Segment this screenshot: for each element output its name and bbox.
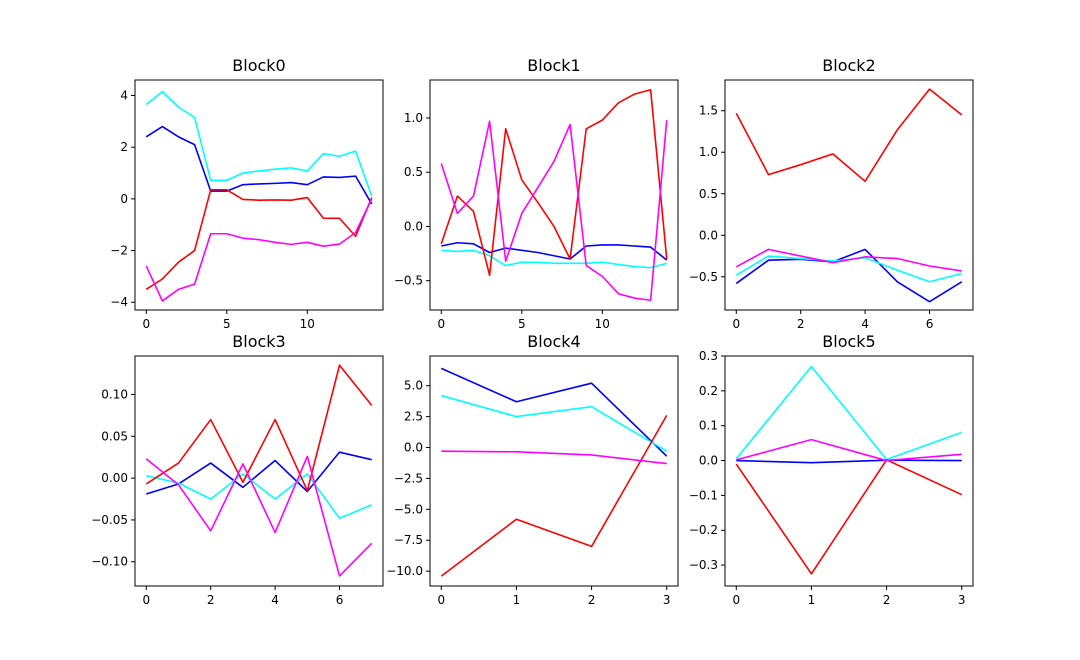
x-tick-label: 3 — [958, 593, 966, 607]
y-tick-label: 1.5 — [699, 104, 718, 118]
subplot-4: 0 1 2 3 −10.0 −7.5 −5.0 −2.5 0.0 2.5 5.0 Block4 — [386, 332, 679, 607]
x-tick-label: 0 — [732, 593, 740, 607]
y-tick-label: 0.5 — [404, 165, 423, 179]
y-tick-label: −0.2 — [689, 523, 718, 537]
y-tick-label: 0.10 — [101, 387, 128, 401]
series-line-3 — [145, 455, 373, 577]
x-tick-label: 4 — [861, 317, 869, 331]
series-line-0 — [736, 459, 962, 464]
series-line-2 — [440, 88, 668, 277]
subplot-title: Block1 — [527, 56, 580, 75]
subplot-2: 0 2 4 6 −0.5 0.0 0.5 1.0 1.5 Block2 — [689, 56, 974, 331]
axes-frame — [134, 79, 384, 311]
x-tick-label: 0 — [142, 317, 150, 331]
axes-frame — [724, 355, 974, 587]
axes-frame — [134, 355, 384, 587]
y-tick-label: −0.3 — [689, 558, 718, 572]
series-line-3 — [736, 438, 962, 462]
series-line-1 — [145, 90, 373, 197]
series-line-2 — [145, 364, 373, 492]
subplot-0: 0 5 10 −4 −2 0 2 4 Block0 — [110, 56, 384, 331]
subplot-title: Block2 — [822, 56, 875, 75]
x-tick-label: 10 — [300, 317, 315, 331]
y-tick-label: 0.0 — [404, 441, 423, 455]
y-tick-label: −2.5 — [394, 471, 423, 485]
series-line-0 — [440, 367, 668, 457]
subplot-3: 0 2 4 6 −0.10 −0.05 0.00 0.05 0.10 Block3 — [91, 332, 384, 607]
x-tick-label: 4 — [271, 593, 279, 607]
x-tick-label: 10 — [595, 317, 610, 331]
series-line-3 — [440, 120, 668, 302]
y-tick-label: −0.5 — [394, 274, 423, 288]
y-tick-label: 0.0 — [699, 228, 718, 242]
y-tick-label: 0.0 — [404, 219, 423, 233]
y-tick-label: 2.5 — [404, 410, 423, 424]
y-tick-label: −2 — [110, 244, 128, 258]
x-tick-label: 1 — [808, 593, 816, 607]
y-tick-label: 0.00 — [101, 471, 128, 485]
y-tick-label: −0.05 — [91, 513, 128, 527]
series-line-1 — [146, 473, 373, 520]
x-tick-label: 0 — [142, 593, 150, 607]
x-tick-label: 1 — [513, 593, 521, 607]
y-tick-label: 5.0 — [404, 379, 423, 393]
series-line-0 — [441, 241, 668, 261]
y-tick-label: −0.1 — [689, 488, 718, 502]
subplot-title: Block5 — [822, 332, 875, 351]
x-tick-label: 2 — [883, 593, 891, 607]
x-tick-label: 3 — [663, 593, 671, 607]
x-tick-label: 5 — [223, 317, 231, 331]
y-tick-label: 0.3 — [699, 349, 718, 363]
x-tick-label: 2 — [797, 317, 805, 331]
y-tick-label: 0.1 — [699, 419, 718, 433]
y-tick-label: 0.2 — [699, 384, 718, 398]
series-line-0 — [735, 248, 963, 303]
x-tick-label: 0 — [437, 593, 445, 607]
series-line-1 — [441, 394, 668, 452]
axes-frame — [724, 79, 974, 311]
y-tick-label: 0.0 — [699, 454, 718, 468]
y-tick-label: −10.0 — [386, 564, 423, 578]
x-tick-label: 0 — [732, 317, 740, 331]
y-tick-label: −0.5 — [689, 270, 718, 284]
series-line-3 — [441, 450, 667, 465]
x-tick-label: 2 — [207, 593, 215, 607]
y-tick-label: 0 — [120, 192, 128, 206]
y-tick-label: 1.0 — [404, 111, 423, 125]
y-tick-label: 0.05 — [101, 429, 128, 443]
subplot-1: 0 5 10 −0.5 0.0 0.5 1.0 Block1 — [394, 56, 679, 331]
subplot-title: Block0 — [232, 56, 285, 75]
y-tick-label: 0.5 — [699, 187, 718, 201]
y-tick-label: 1.0 — [699, 145, 718, 159]
axes-frame — [429, 79, 679, 311]
y-tick-label: −0.10 — [91, 555, 128, 569]
axes-frame — [429, 355, 679, 587]
series-line-1 — [735, 365, 963, 461]
y-tick-label: 2 — [120, 140, 128, 154]
subplot-title: Block3 — [232, 332, 285, 351]
y-tick-label: −7.5 — [394, 533, 423, 547]
series-line-1 — [441, 249, 667, 269]
subplot-5: 0 1 2 3 −0.3 −0.2 −0.1 0.0 0.1 0.2 0.3 Block5 — [689, 332, 974, 607]
series-line-2 — [735, 88, 963, 183]
series-line-2 — [145, 189, 373, 291]
x-tick-label: 6 — [926, 317, 934, 331]
series-line-2 — [735, 459, 963, 575]
y-tick-label: −4 — [110, 295, 128, 309]
series-line-0 — [146, 451, 372, 495]
series-line-3 — [145, 198, 373, 302]
series-line-2 — [440, 414, 668, 577]
y-tick-label: 4 — [120, 89, 128, 103]
subplot-title: Block4 — [527, 332, 580, 351]
x-tick-label: 6 — [336, 593, 344, 607]
x-tick-label: 5 — [518, 317, 526, 331]
x-tick-label: 0 — [437, 317, 445, 331]
x-tick-label: 2 — [588, 593, 596, 607]
series-line-0 — [145, 125, 373, 205]
y-tick-label: −5.0 — [394, 502, 423, 516]
series-line-3 — [735, 248, 962, 272]
